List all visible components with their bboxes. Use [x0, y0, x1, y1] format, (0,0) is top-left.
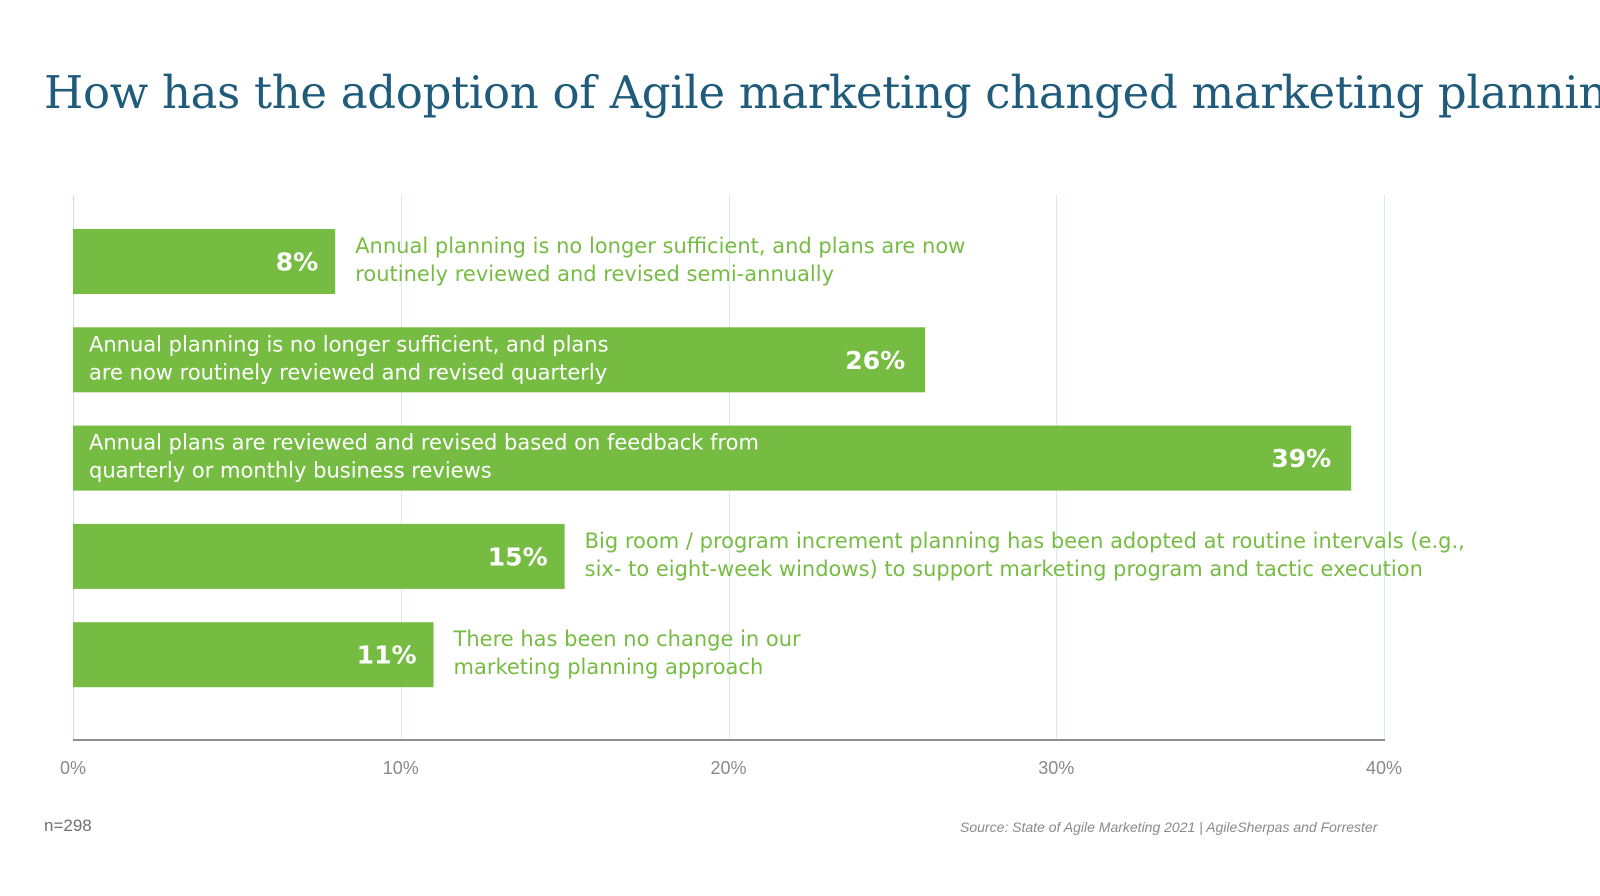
bar-value-label-3: 39%	[1271, 444, 1331, 473]
source-note: Source: State of Agile Marketing 2021 | …	[960, 819, 1378, 835]
bar-3	[73, 425, 1352, 491]
x-tick-label-0: 0%	[60, 758, 86, 778]
x-axis: 0% 10% 20% 30% 40%	[60, 739, 1402, 778]
bar-value-label-1: 8%	[276, 248, 318, 277]
x-tick-label-30: 30%	[1038, 758, 1074, 778]
bar-category-label-1: Annual planning is no longer sufficient,…	[355, 234, 965, 286]
bar-category-label-2: Annual planning is no longer sufficient,…	[89, 332, 609, 384]
sample-size: n=298	[44, 816, 92, 835]
bar-1	[73, 229, 336, 294]
x-tick-label-10: 10%	[383, 758, 419, 778]
x-tick-label-40: 40%	[1366, 758, 1402, 778]
bars: 8% Annual planning is no longer sufficien…	[73, 229, 1465, 688]
bar-2	[73, 327, 926, 393]
bar-4	[73, 523, 565, 589]
bar-value-label-4: 15%	[488, 542, 548, 571]
x-tick-label-20: 20%	[710, 758, 746, 778]
bar-value-label-5: 11%	[357, 641, 417, 670]
chart-title: How has the adoption of Agile marketing …	[44, 66, 1600, 119]
bar-category-label-3: Annual plans are reviewed and revised ba…	[89, 431, 759, 483]
bar-category-label-5: There has been no change in our marketing…	[453, 627, 802, 679]
bar-value-label-2: 26%	[845, 346, 905, 375]
bar-category-label-4: Big room / program increment planning ha…	[585, 529, 1465, 581]
bar-5	[73, 622, 434, 688]
